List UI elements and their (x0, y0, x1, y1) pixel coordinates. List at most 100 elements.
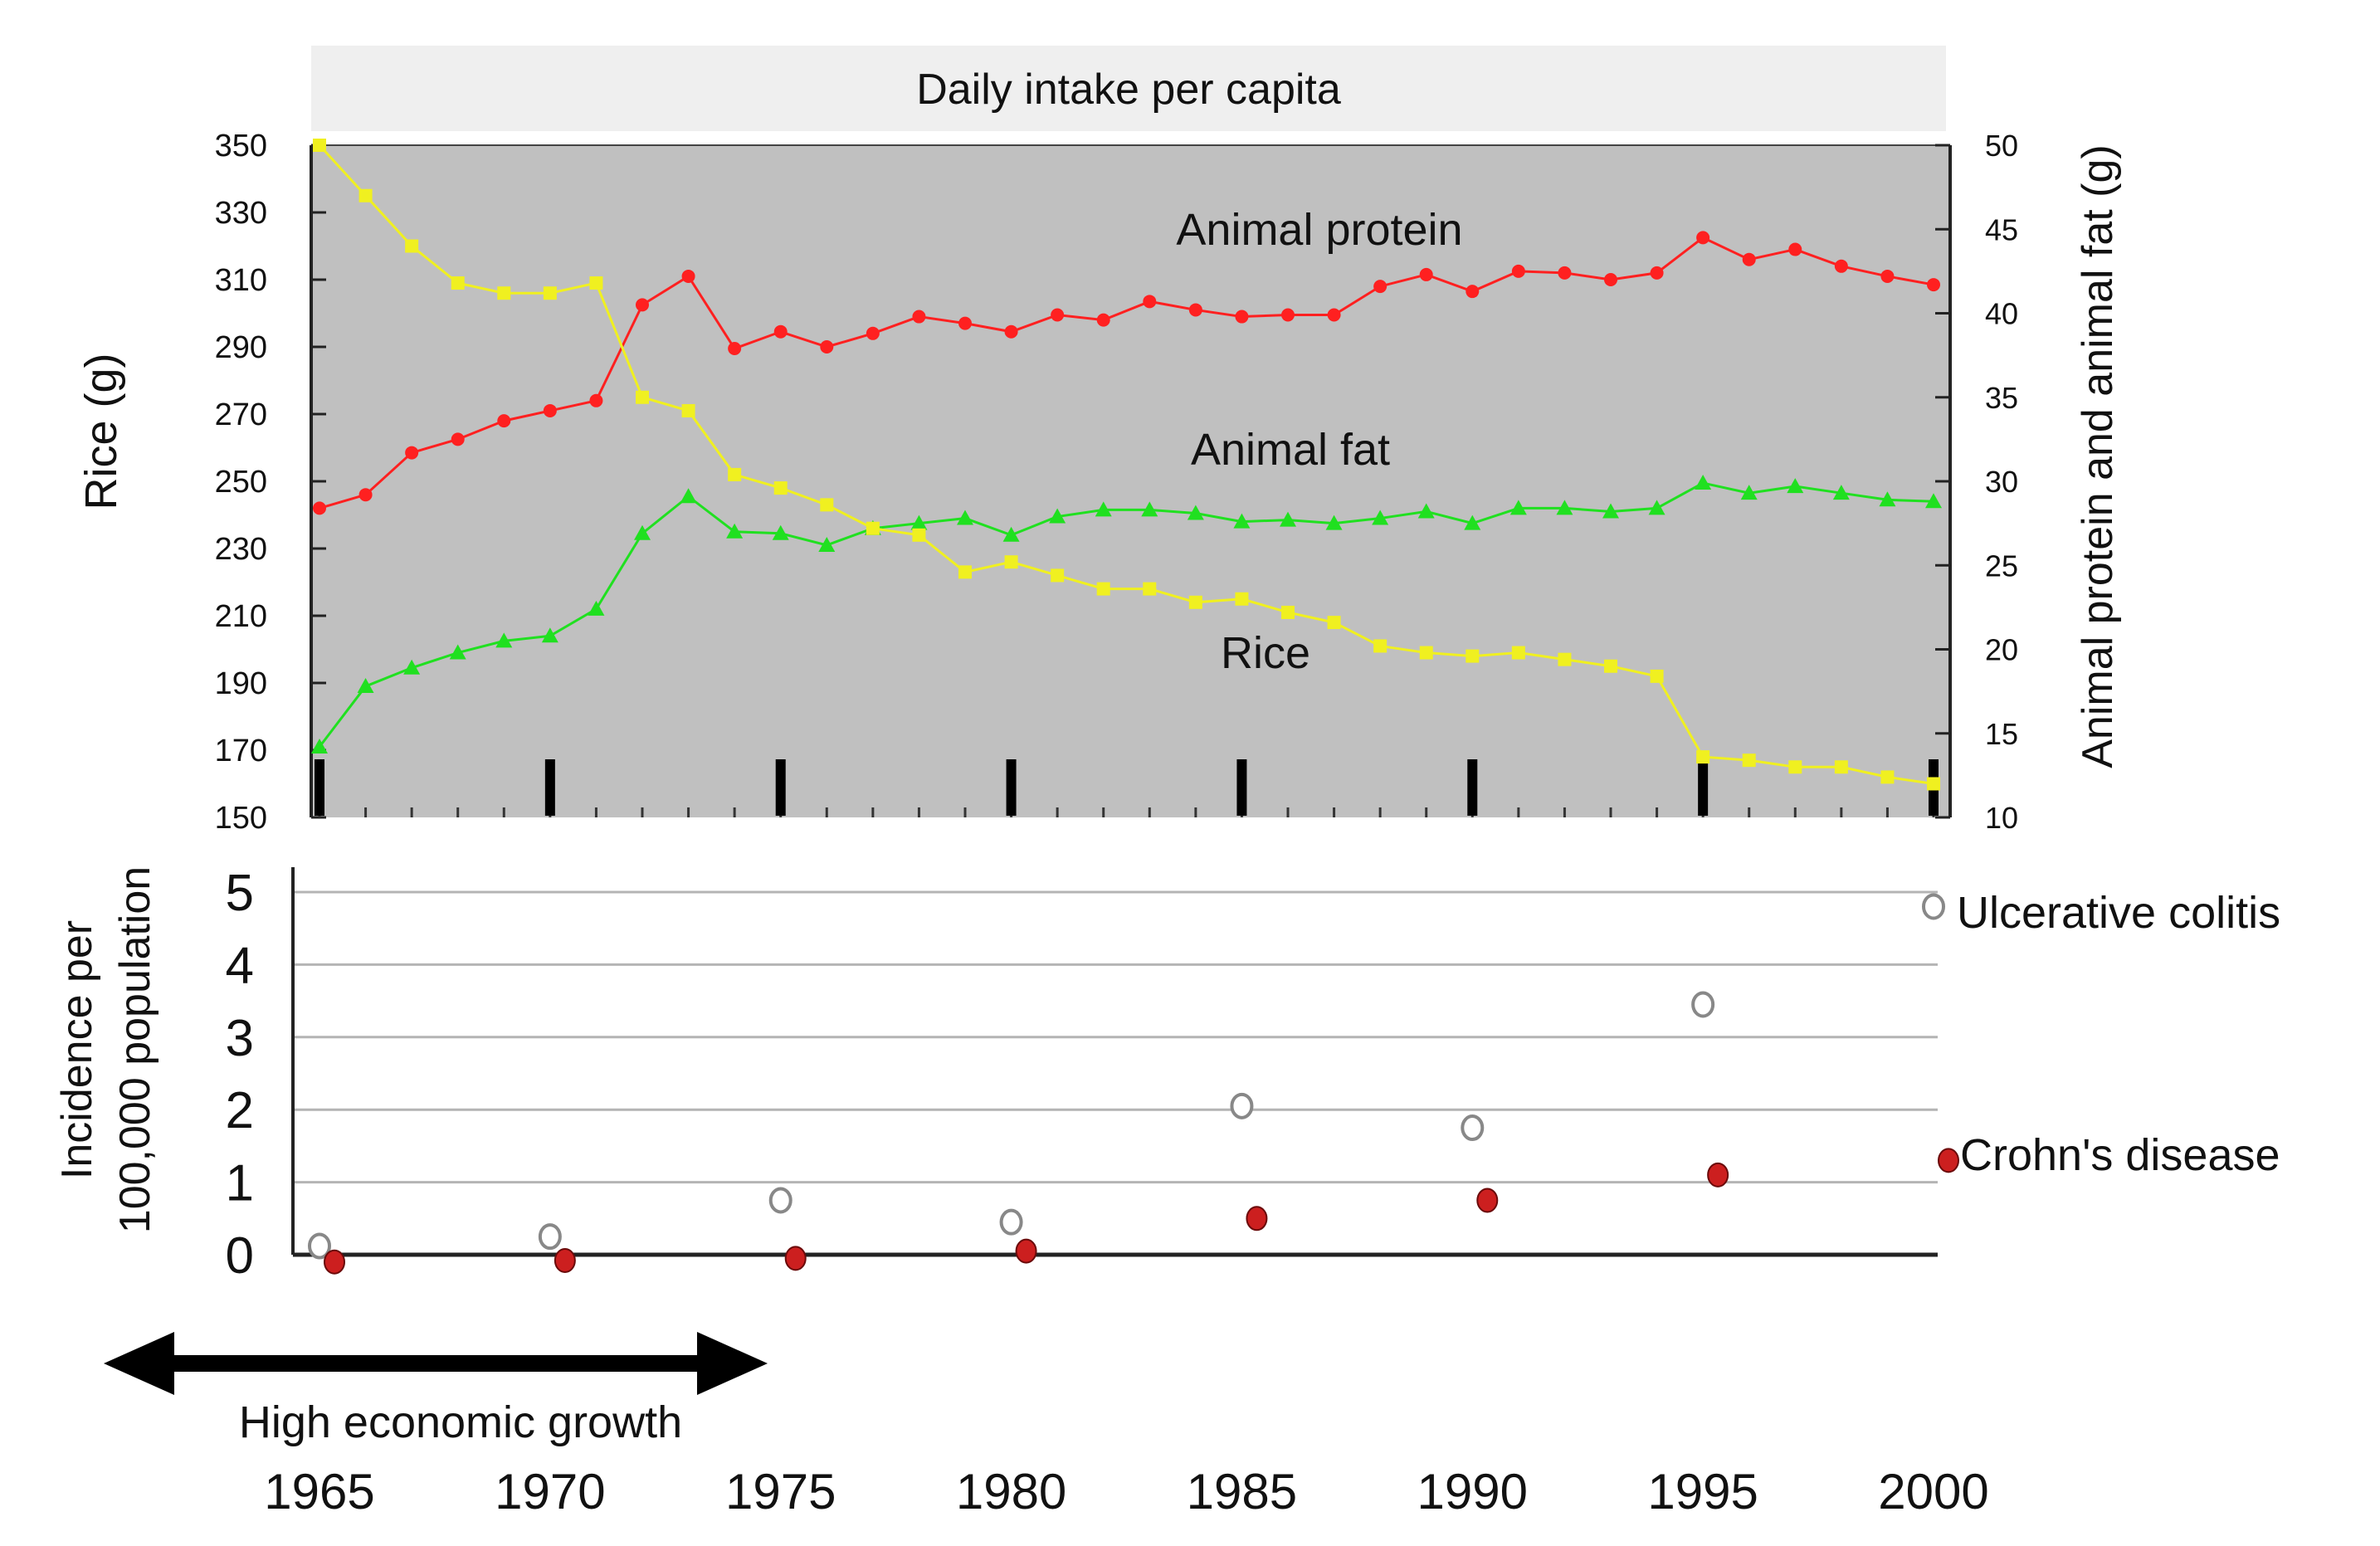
animal-fat-point (1141, 501, 1158, 517)
left-tick-label: 150 (215, 801, 267, 836)
bottom-tick-label: 5 (226, 865, 254, 922)
animal-protein-point (958, 316, 972, 330)
rice-point (1373, 639, 1388, 653)
animal-fat-point (1325, 515, 1343, 530)
crohn-s-disease-point (1246, 1206, 1268, 1231)
animal-protein-point (358, 488, 373, 502)
animal-protein-point (1834, 259, 1848, 273)
animal-protein-point (1604, 273, 1617, 286)
right-tick-label: 25 (1985, 549, 2018, 583)
animal-protein-point (1788, 242, 1802, 256)
animal-protein-point (1466, 285, 1480, 299)
legend-ulcerative-colitis: Ulcerative colitis (1957, 888, 2280, 938)
right-tick-label: 15 (1985, 717, 2018, 751)
rice-point (1051, 568, 1065, 583)
rice-point (1788, 760, 1802, 774)
year-label: 1990 (1417, 1464, 1528, 1519)
bottom-tick-label: 2 (226, 1082, 254, 1139)
animal-protein-point (1143, 295, 1157, 309)
left-tick-label: 270 (215, 397, 267, 432)
animal-protein-point (1096, 313, 1110, 327)
left-tick-label: 330 (215, 196, 267, 231)
animal-fat-point (1049, 508, 1066, 524)
rice-point (866, 521, 880, 535)
ulcerative-colitis-point (308, 1232, 331, 1260)
animal-fat-point (357, 678, 374, 694)
animal-fat-point (1464, 515, 1481, 530)
annotation-animal-protein: Animal protein (1176, 205, 1462, 255)
year-major-mark (1467, 759, 1478, 816)
right-tick-label: 30 (1985, 465, 2018, 499)
animal-protein-point (497, 414, 511, 428)
year-major-mark (1698, 759, 1709, 816)
right-tick-label: 35 (1985, 381, 2018, 415)
animal-fat-point (1695, 475, 1712, 490)
left-axis-ticks: 350 330 310 290 270 250 230 210 190 170 150 (215, 129, 326, 836)
annotation-rice: Rice (1221, 628, 1310, 678)
left-tick-label: 210 (215, 599, 267, 634)
ulcerative-colitis-point (999, 1208, 1023, 1236)
bottom-tick-label: 4 (226, 937, 254, 994)
rice-point (1281, 605, 1295, 619)
left-tick-label: 190 (215, 666, 267, 701)
year-label: 1985 (1187, 1464, 1297, 1519)
rice-point (451, 276, 465, 290)
rice-point (1419, 646, 1433, 660)
rice-point (589, 276, 603, 290)
left-tick-label: 230 (215, 532, 267, 567)
animal-protein-point (1281, 308, 1295, 322)
animal-protein-point (543, 403, 557, 417)
animal-protein-point (1742, 252, 1756, 266)
crohn-s-disease-point (1476, 1188, 1499, 1213)
animal-fat-point (541, 627, 558, 643)
animal-fat-point (449, 644, 466, 660)
year-major-mark (775, 759, 786, 816)
left-tick-label: 310 (215, 263, 267, 298)
crohn-s-disease-point (784, 1246, 807, 1271)
bottom-tick-label: 3 (226, 1010, 254, 1067)
left-tick-label: 350 (215, 129, 267, 163)
incidence-series (308, 893, 1959, 1275)
right-tick-label: 10 (1985, 801, 2018, 835)
rice-point (1004, 555, 1018, 569)
animal-protein-point (636, 298, 649, 312)
year-major-mark (1006, 759, 1017, 816)
animal-fat-point (1372, 510, 1389, 525)
rice-point (1880, 770, 1895, 784)
year-label: 1965 (264, 1464, 374, 1519)
animal-protein-point (1373, 280, 1388, 294)
animal-protein-line (319, 236, 1934, 510)
rice-point (1927, 777, 1940, 791)
bottom-axis-ticks: 5 4 3 2 1 0 (226, 865, 254, 1285)
animal-protein-point (1558, 266, 1572, 280)
crohn-s-disease-point (324, 1249, 345, 1275)
legend-crohns-disease: Crohn's disease (1960, 1130, 2280, 1180)
animal-protein-point (820, 340, 834, 354)
animal-protein-point (313, 501, 326, 515)
rice-point (1604, 659, 1617, 673)
animal-fat-point (1648, 500, 1666, 515)
animal-protein-point (912, 310, 926, 324)
right-axis-label: Animal protein and animal fat (g) (2074, 144, 2122, 768)
rice-point (405, 239, 419, 253)
era-label: High economic growth (239, 1397, 682, 1447)
legend-label-crohns-disease: Crohn's disease (1960, 1130, 2280, 1180)
rice-point (1650, 669, 1664, 683)
animal-fat-point (726, 523, 744, 539)
legend-label-ulcerative-colitis: Ulcerative colitis (1957, 888, 2280, 938)
ulcerative-colitis-point (1691, 991, 1715, 1018)
ulcerative-colitis-point (768, 1187, 793, 1214)
annotation-animal-fat: Animal fat (1191, 425, 1390, 475)
rice-point (636, 390, 649, 404)
animal-fat-point (403, 659, 421, 675)
animal-fat-point (1002, 526, 1020, 542)
animal-protein-point (1650, 266, 1664, 280)
rice-point (912, 528, 926, 542)
animal-protein-point (1235, 310, 1249, 324)
animal-fat-point (1233, 513, 1251, 529)
animal-protein-point (728, 342, 742, 356)
rice-line (318, 144, 1934, 785)
right-tick-label: 40 (1985, 297, 2018, 331)
animal-protein-point (1511, 264, 1525, 278)
animal-fat-point (1417, 503, 1435, 519)
